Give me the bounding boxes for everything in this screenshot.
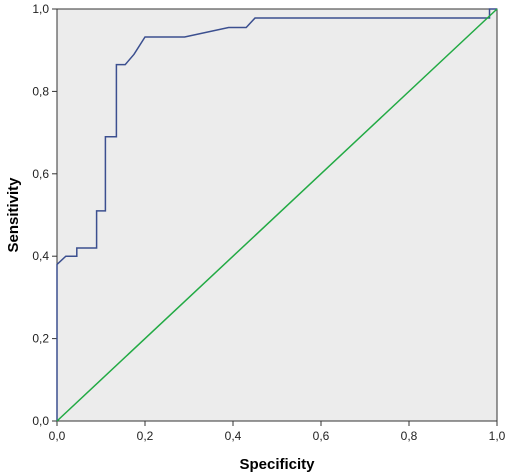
series-layer bbox=[56, 8, 498, 422]
roc-curve-line bbox=[56, 8, 497, 421]
y-tick-label: 0,6 bbox=[32, 167, 49, 181]
y-tick-label: 1,0 bbox=[32, 2, 49, 16]
y-tick-label: 0,2 bbox=[32, 332, 49, 346]
x-tick-label: 1,0 bbox=[489, 429, 506, 443]
y-axis-ticks: 0,0 0,2 0,4 0,6 0,8 1,0 bbox=[32, 2, 57, 428]
reference-diagonal-line bbox=[56, 8, 498, 422]
x-axis-ticks: 0,0 0,2 0,4 0,6 0,8 1,0 bbox=[49, 421, 506, 443]
x-axis-title: Specificity bbox=[239, 456, 315, 473]
x-tick-label: 0,8 bbox=[401, 429, 418, 443]
x-tick-label: 0,0 bbox=[49, 429, 66, 443]
y-axis-title: Sensitivity bbox=[5, 177, 22, 253]
x-tick-label: 0,6 bbox=[313, 429, 330, 443]
y-tick-label: 0,4 bbox=[32, 249, 49, 263]
y-tick-label: 0,0 bbox=[32, 414, 49, 428]
y-tick-label: 0,8 bbox=[32, 84, 49, 98]
x-tick-label: 0,4 bbox=[225, 429, 242, 443]
x-tick-label: 0,2 bbox=[137, 429, 154, 443]
